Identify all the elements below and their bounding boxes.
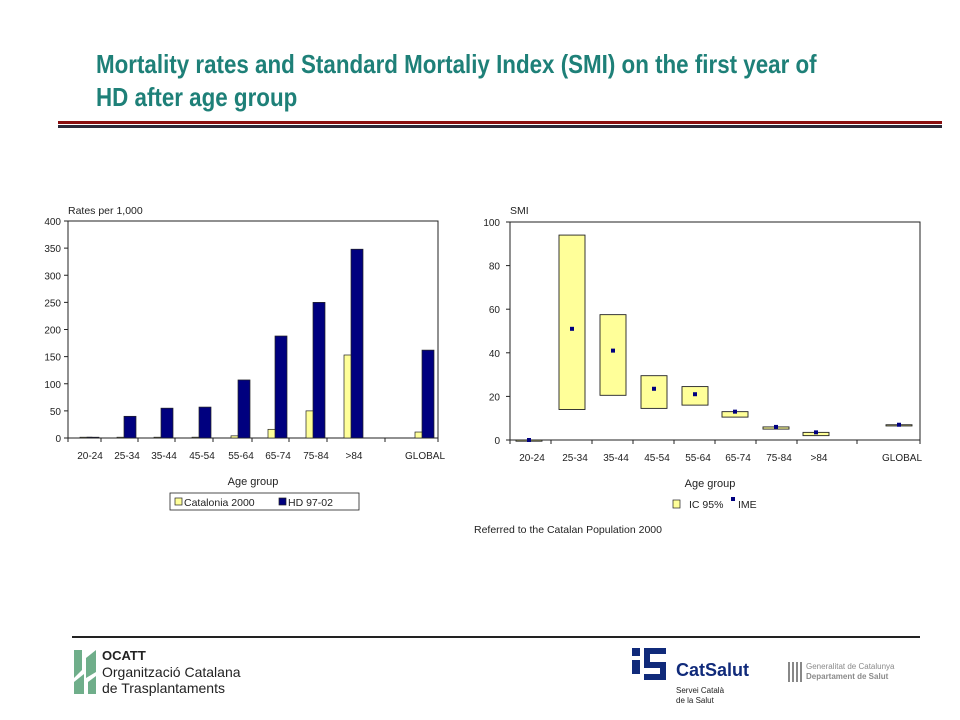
- bar-x-tick-label: 65-74: [265, 451, 291, 462]
- bar-x-tick-label: >84: [346, 451, 363, 462]
- smi-point: [527, 438, 531, 442]
- generalitat-line2: Departament de Salut: [806, 672, 889, 681]
- bar-legend-swatch-catalonia: [174, 497, 183, 506]
- smi-y-tick-label: 20: [489, 392, 501, 403]
- smi-point: [774, 424, 778, 429]
- smi-legend-label-ci: IC 95%: [689, 499, 723, 511]
- title-underline-shadow: [58, 125, 942, 128]
- smi-x-tick-label: GLOBAL: [882, 453, 922, 464]
- smi-point: [814, 430, 818, 435]
- bar-x-tick-label: 55-64: [228, 451, 254, 462]
- bar-hd: [198, 406, 212, 439]
- bar-hd: [421, 349, 435, 439]
- bar-y-tick-label: 100: [44, 380, 61, 391]
- bar-x-tick-label: 25-34: [114, 451, 140, 462]
- smi-y-tick-label: 0: [494, 436, 500, 447]
- smi-x-tick-label: 75-84: [766, 453, 792, 464]
- smi-point: [733, 409, 737, 414]
- bar-hd: [237, 379, 251, 439]
- bar-hd: [86, 436, 100, 439]
- bar-hd: [123, 415, 137, 439]
- smi-ci-box: [640, 375, 668, 409]
- bar-legend-box: [169, 492, 360, 511]
- smi-y-tick-label: 100: [483, 218, 500, 229]
- catsalut-logo-mark: [632, 648, 666, 680]
- bar-chart-plot-frame: [67, 220, 439, 439]
- smi-x-tick-label: 20-24: [519, 453, 545, 464]
- smi-y-tick-label: 80: [489, 262, 501, 273]
- bar-x-tick-label: 45-54: [189, 451, 215, 462]
- smi-y-tick-label: 40: [489, 349, 501, 360]
- bar-y-axis-title: Rates per 1,000: [68, 205, 143, 217]
- smi-footnote: Referred to the Catalan Population 2000: [474, 524, 662, 536]
- bar-hd: [160, 407, 174, 439]
- smi-ci-box: [558, 234, 586, 410]
- bar-y-tick-label: 200: [44, 326, 61, 337]
- bar-y-tick-label: 0: [55, 434, 61, 445]
- ocatt-logo: OCATT Organització Catalana de Trasplant…: [72, 648, 262, 700]
- bar-legend-label-hd: HD 97-02: [288, 497, 333, 509]
- generalitat-logo: Generalitat de Catalunya Departament de …: [788, 662, 928, 686]
- smi-y-tick-label: 60: [489, 305, 501, 316]
- smi-x-tick-label: 65-74: [725, 453, 751, 464]
- smi-point: [611, 348, 615, 353]
- ocatt-name-line2: de Trasplantaments: [102, 680, 225, 696]
- smi-point: [652, 386, 656, 391]
- catsalut-logo: CatSalut Servei Català de la Salut: [632, 646, 792, 706]
- bar-y-tick-label: 350: [44, 244, 61, 255]
- title-underline: [58, 121, 942, 124]
- bar-y-tick-label: 50: [50, 407, 62, 418]
- smi-y-axis-title: SMI: [510, 205, 529, 217]
- bar-legend-label-catalonia: Catalonia 2000: [184, 497, 255, 509]
- bar-x-tick-label: 75-84: [303, 451, 329, 462]
- smi-ci-box: [599, 314, 627, 396]
- bar-x-tick-label: 20-24: [77, 451, 103, 462]
- ocatt-name-line1: Organització Catalana: [102, 664, 241, 680]
- bar-y-tick-label: 250: [44, 298, 61, 309]
- bar-x-tick-label: GLOBAL: [405, 451, 445, 462]
- smi-point: [570, 326, 574, 331]
- bar-hd: [312, 302, 326, 439]
- smi-legend-swatch-ci: [672, 499, 681, 509]
- smi-x-tick-label: 55-64: [685, 453, 711, 464]
- smi-x-tick-label: 45-54: [644, 453, 670, 464]
- catsalut-name: CatSalut: [676, 660, 750, 680]
- generalitat-line1: Generalitat de Catalunya: [806, 662, 895, 671]
- smi-legend-label-point: IME: [738, 499, 757, 511]
- smi-x-tick-label: 25-34: [562, 453, 588, 464]
- catsalut-line1: Servei Català: [676, 686, 725, 695]
- bar-legend-swatch-hd: [278, 497, 287, 506]
- bar-hd: [350, 248, 364, 439]
- catsalut-line2: de la Salut: [676, 696, 714, 705]
- bar-hd: [274, 335, 288, 439]
- bar-x-tick-label: 35-44: [151, 451, 177, 462]
- smi-x-axis-title: Age group: [685, 478, 736, 490]
- bar-y-tick-label: 300: [44, 271, 61, 282]
- generalitat-logo-mark: [788, 662, 802, 682]
- slide-title: Mortality rates and Standard Mortaliy In…: [96, 49, 817, 112]
- ocatt-logo-mark: [74, 650, 96, 694]
- smi-legend-swatch-point: [731, 497, 735, 501]
- ocatt-abbr: OCATT: [102, 648, 146, 663]
- smi-x-tick-label: >84: [811, 453, 828, 464]
- smi-point: [693, 392, 697, 397]
- bar-x-axis-title: Age group: [228, 476, 279, 488]
- bar-y-tick-label: 400: [44, 217, 61, 228]
- footer-divider: [72, 636, 920, 638]
- smi-point: [897, 422, 901, 427]
- smi-x-tick-label: 35-44: [603, 453, 629, 464]
- bar-y-tick-label: 150: [44, 353, 61, 364]
